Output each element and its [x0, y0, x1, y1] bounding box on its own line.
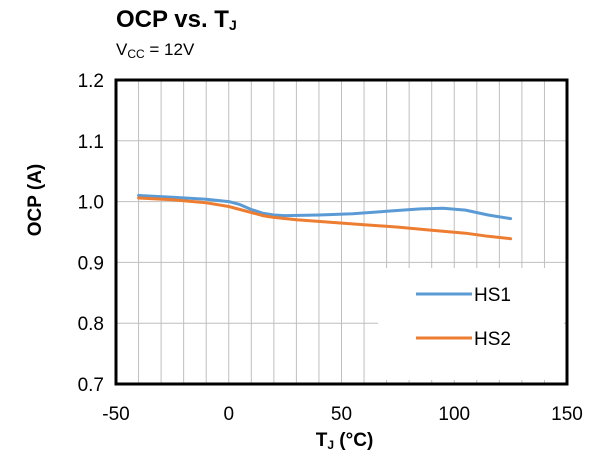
legend-label-hs2: HS2	[474, 329, 511, 350]
y-tick-label: 1.0	[78, 193, 104, 214]
x-tick-label: 0	[223, 404, 234, 425]
y-tick-label: 0.7	[78, 375, 104, 396]
chart-subtitle: VCC = 12V	[116, 40, 195, 61]
series-line-hs2	[137, 196, 513, 241]
y-tick-label: 1.2	[78, 71, 104, 92]
y-tick-label: 0.8	[78, 314, 104, 335]
x-axis-label: TJ (°C)	[315, 430, 374, 452]
x-tick-label: -50	[102, 404, 129, 425]
x-tick-label: 150	[551, 404, 583, 425]
legend-label-hs1: HS1	[474, 285, 511, 306]
y-tick-label: 0.9	[78, 253, 104, 274]
plot-area-border	[114, 78, 569, 386]
legend-box	[378, 268, 564, 380]
chart-title: OCP vs. TJ	[116, 6, 237, 33]
series-line-hs1	[137, 194, 513, 221]
x-tick-label: 100	[438, 404, 470, 425]
y-tick-label: 1.1	[78, 132, 104, 153]
x-tick-label: 50	[331, 404, 352, 425]
y-axis-label: OCP (A)	[25, 163, 46, 237]
